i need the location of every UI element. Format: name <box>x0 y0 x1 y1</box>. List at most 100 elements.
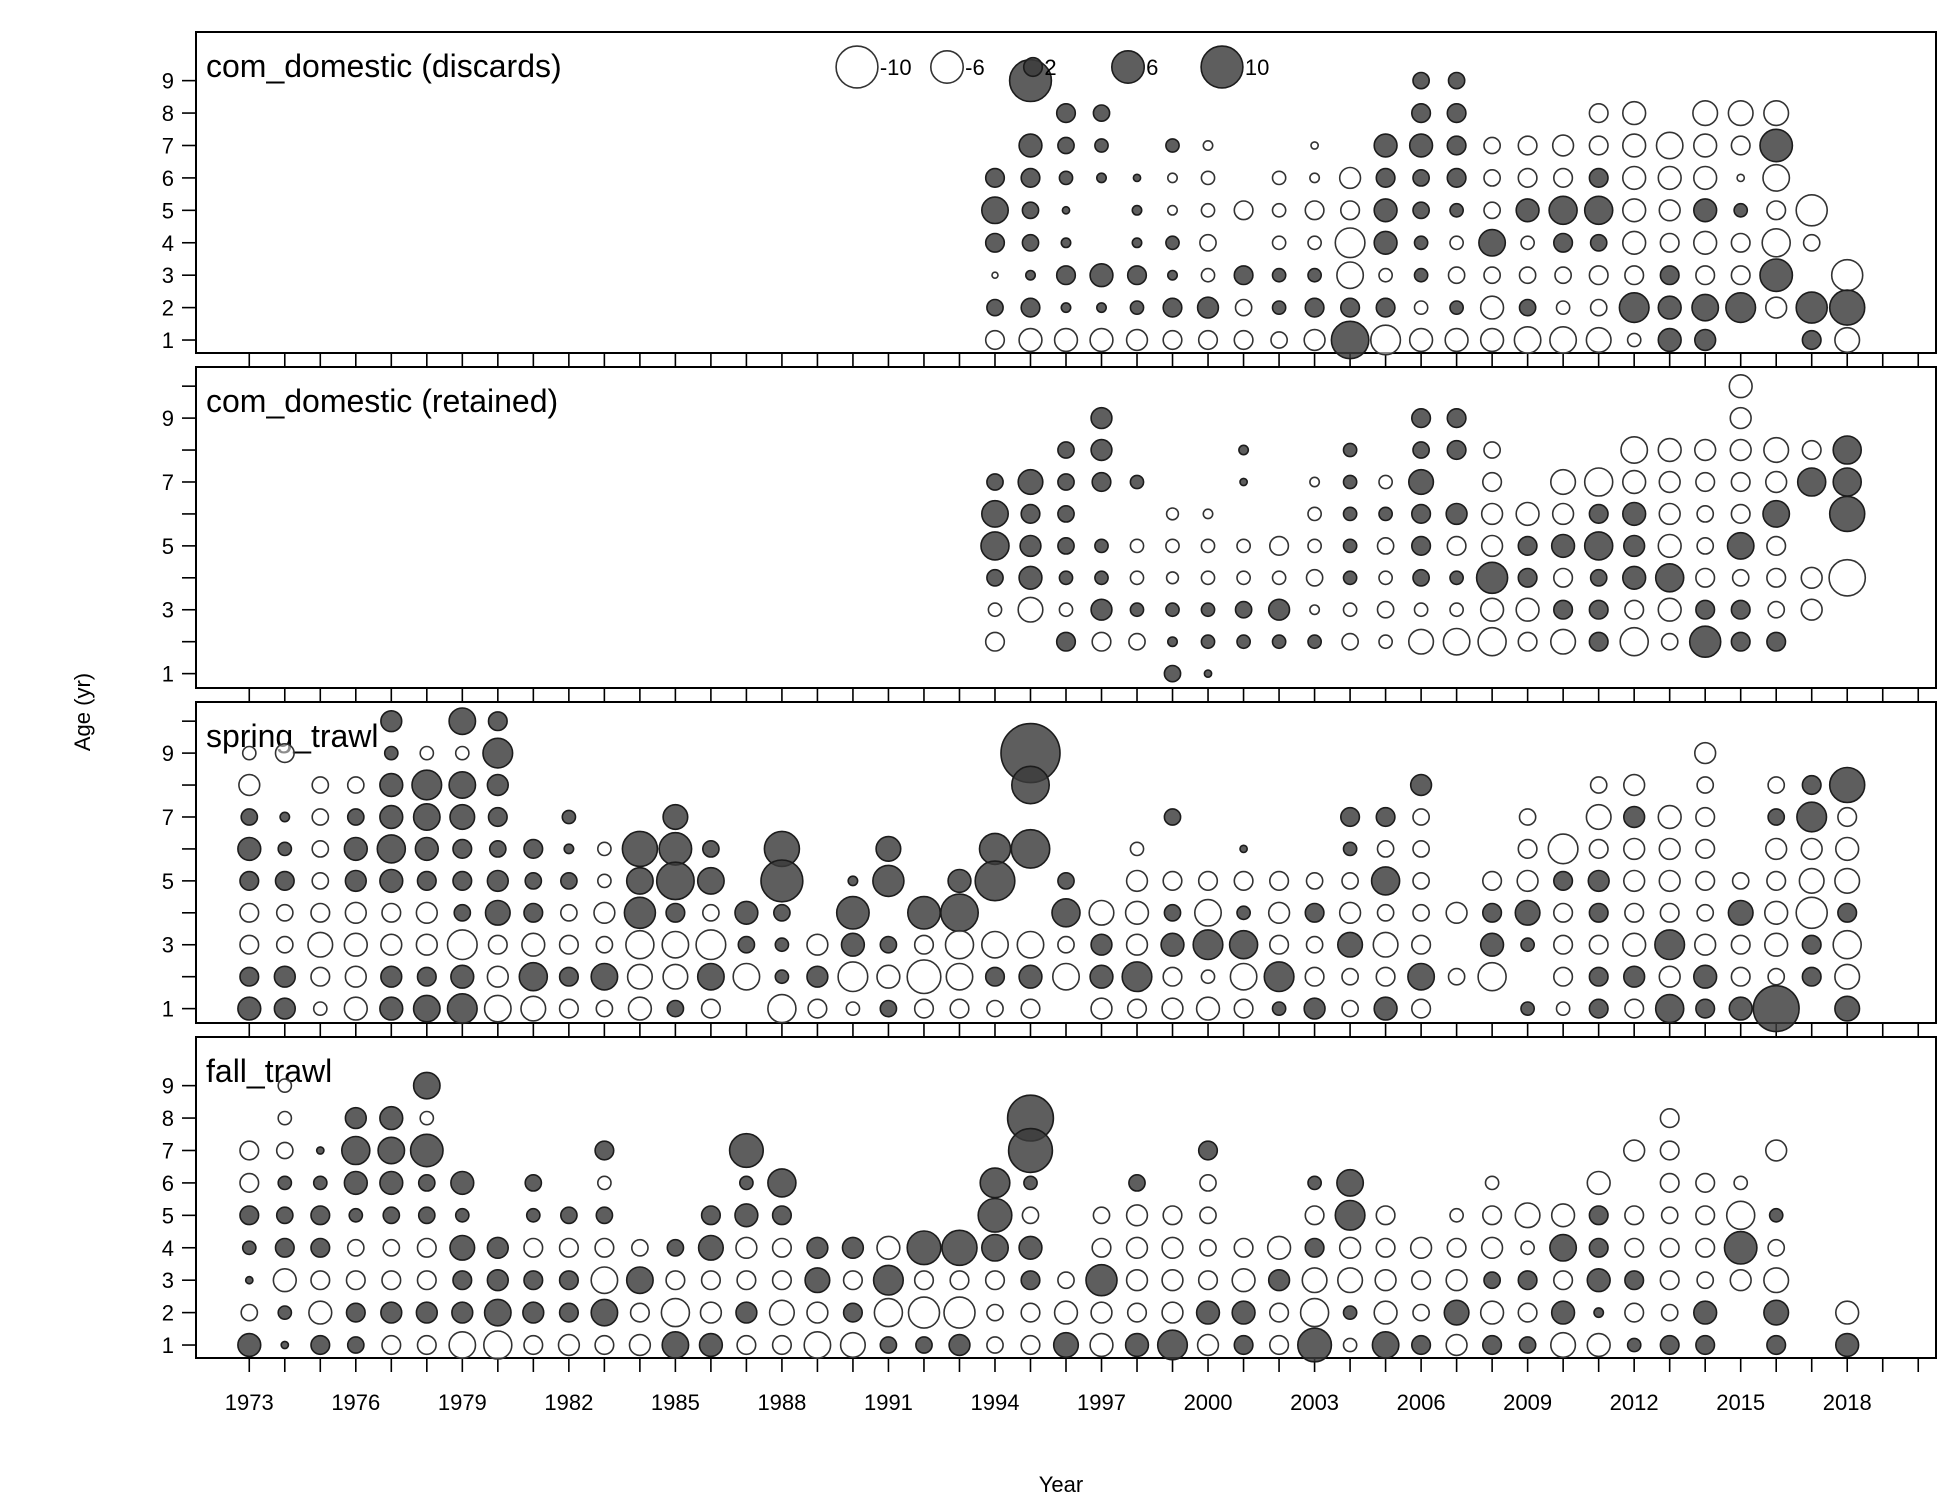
bubble-1977-age5 <box>379 868 404 894</box>
bubble-1996-age5 <box>1061 205 1071 215</box>
bubble-2016-age5 <box>1766 870 1787 892</box>
bubble-2012-age1 <box>1624 998 1645 1019</box>
bubble-2013-age1 <box>1654 993 1685 1024</box>
bubble-2015-age5 <box>1725 1200 1756 1231</box>
bubble-1975-age6 <box>311 840 330 858</box>
bubble-1988-age5 <box>760 859 804 903</box>
bubble-2005-age1 <box>1373 996 1398 1021</box>
bubble-1985-age2 <box>662 963 689 990</box>
bubble-1982-age3 <box>558 934 580 955</box>
bubble-1973-age2 <box>239 966 260 987</box>
bubble-2016-age2 <box>1767 967 1786 986</box>
bubble-2007-age5 <box>1449 202 1464 218</box>
y-tick-label: 3 <box>162 1268 174 1293</box>
bubble-1975-age5 <box>310 1205 331 1226</box>
bubble-1995-age7 <box>1007 1127 1054 1174</box>
bubble-1995-age2 <box>1020 297 1041 318</box>
bubble-2013-age2 <box>1660 632 1679 651</box>
bubble-1996-age7 <box>1057 473 1075 491</box>
bubble-2015-age3 <box>1730 934 1751 955</box>
bubble-2007-age1 <box>1445 1333 1468 1357</box>
bubble-2014-age6 <box>1696 505 1715 523</box>
bubble-1994-age3 <box>980 930 1009 959</box>
bubble-1994-age6 <box>978 832 1012 866</box>
bubble-1994-age1 <box>984 329 1006 351</box>
bubble-1999-age1 <box>1156 1329 1189 1361</box>
bubble-1999-age1 <box>1163 664 1182 683</box>
bubble-1975-age7 <box>311 808 330 826</box>
bubble-2001-age2 <box>1236 634 1251 650</box>
bubble-2013-age6 <box>1658 502 1681 526</box>
bubble-1997-age1 <box>1090 997 1113 1020</box>
bubble-2011-age5 <box>1588 1205 1609 1226</box>
bubble-1994-age4 <box>980 1233 1009 1262</box>
bubble-2003-age1 <box>1303 997 1326 1020</box>
bubble-2013-age2 <box>1657 295 1682 320</box>
bubble-2015-age4 <box>1727 899 1754 926</box>
bubble-2013-age7 <box>1658 470 1681 494</box>
bubble-2016-age2 <box>1766 631 1787 652</box>
y-tick-label: 7 <box>162 470 174 495</box>
bubble-1981-age2 <box>522 1301 545 1324</box>
bubble-1988-age6 <box>767 1168 797 1198</box>
y-tick-label: 9 <box>162 1074 174 1099</box>
bubble-1988-age2 <box>774 969 790 985</box>
bubble-1998-age5 <box>1129 538 1145 554</box>
bubble-1979-age1 <box>446 992 478 1025</box>
bubble-1983-age3 <box>595 935 614 954</box>
bubble-2003-age7 <box>1309 476 1321 488</box>
bubble-1995-age5 <box>1021 201 1040 220</box>
bubble-2011-age4 <box>1588 1237 1609 1258</box>
bubble-2003-age4 <box>1304 1237 1325 1258</box>
bubble-2016-age5 <box>1766 200 1787 221</box>
bubble-1996-age5 <box>1057 537 1075 555</box>
bubble-1997-age4 <box>1094 570 1109 586</box>
bubble-2003-age3 <box>1301 1267 1328 1294</box>
bubble-2002-age5 <box>1268 535 1290 557</box>
bubble-1998-age3 <box>1129 602 1145 618</box>
y-tick-label: 8 <box>162 101 174 126</box>
bubble-1996-age1 <box>1053 327 1079 353</box>
bubble-2012-age6 <box>1622 837 1646 861</box>
bubble-1991-age1 <box>879 999 898 1018</box>
bubble-2005-age2 <box>1373 1300 1398 1325</box>
bubble-2007-age2 <box>1443 1299 1470 1326</box>
bubble-1995-age3 <box>1025 269 1037 281</box>
bubble-2014-age6 <box>1692 165 1718 191</box>
bubble-2001-age5 <box>1233 870 1254 892</box>
bubble-1977-age7 <box>377 1136 406 1165</box>
bubble-2014-age2 <box>1688 625 1722 659</box>
bubble-1999-age5 <box>1162 1205 1183 1226</box>
bubble-1994-age6 <box>979 1167 1011 1199</box>
bubble-2017-age4 <box>1802 233 1821 252</box>
bubble-2011-age5 <box>1583 531 1614 561</box>
bubble-2001-age3 <box>1231 1267 1256 1293</box>
bubble-1995-age4 <box>1018 565 1043 590</box>
bubble-1998-age4 <box>1131 237 1143 249</box>
bubble-1986-age6 <box>702 840 720 858</box>
bubble-2009-age3 <box>1517 1270 1538 1291</box>
bubble-2013-age6 <box>1659 1172 1680 1193</box>
bubble-2001-age3 <box>1233 265 1254 286</box>
bubble-2001-age1 <box>1233 998 1254 1019</box>
bubble-2012-age2 <box>1619 626 1649 657</box>
bubble-2004-age2 <box>1342 1305 1358 1320</box>
bubble-2002-age3 <box>1268 934 1290 955</box>
y-tick-label: 2 <box>162 1301 174 1326</box>
y-tick-label: 6 <box>162 166 174 191</box>
bubble-2012-age6 <box>1621 165 1647 191</box>
bubble-1977-age2 <box>380 1301 403 1324</box>
y-tick-label: 8 <box>162 1106 174 1131</box>
bubble-1997-age7 <box>1094 138 1109 153</box>
bubble-2007-age3 <box>1445 1268 1468 1292</box>
bubble-1977-age6 <box>376 834 407 864</box>
bubble-2017-age7 <box>1796 467 1827 497</box>
bubble-1973-age9 <box>241 745 257 761</box>
bubble-1980-age2 <box>483 1298 512 1327</box>
bubble-1997-age6 <box>1096 172 1108 184</box>
bubble-2014-age7 <box>1695 806 1716 828</box>
bubble-1988-age4 <box>771 1237 793 1258</box>
bubble-2007-age3 <box>1447 266 1466 285</box>
bubble-1988-age5 <box>771 1205 793 1226</box>
bubble-1994-age2 <box>984 966 1006 987</box>
